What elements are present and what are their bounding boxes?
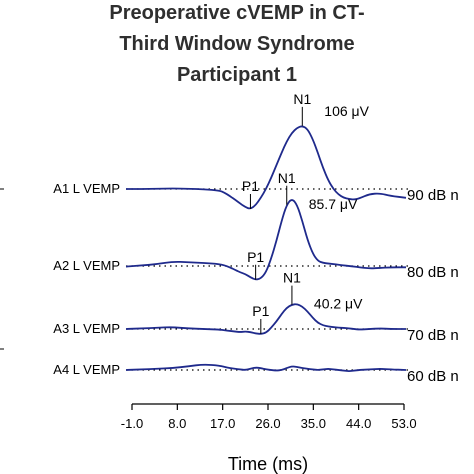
- trace-waveform: [125, 125, 407, 210]
- peak-label: N1: [278, 170, 296, 186]
- peak-label: P1: [247, 249, 264, 265]
- amplitude-label: 106 μV: [324, 103, 369, 119]
- peak-label: P1: [242, 178, 259, 194]
- level-label: 90 dB n: [407, 187, 459, 204]
- amplitude-label: 85.7 μV: [309, 196, 358, 212]
- amplitude-label: 40.2 μV: [314, 296, 363, 312]
- level-label: 80 dB n: [407, 264, 459, 281]
- trace-label: A2 L VEMP: [53, 258, 120, 273]
- chart-title-line-2: Third Window Syndrome: [119, 33, 355, 55]
- x-axis-title: Time (ms): [228, 454, 308, 474]
- x-tick-label: 26.0: [255, 416, 280, 431]
- level-label: 60 dB n: [407, 368, 459, 385]
- trace-label: A3 L VEMP: [53, 321, 120, 336]
- peak-label: N1: [293, 91, 311, 107]
- trace-label: A1 L VEMP: [53, 181, 120, 196]
- level-label: 70 dB n: [407, 327, 459, 344]
- chart-title-line-1: Preoperative cVEMP in CT-: [109, 2, 365, 24]
- peak-label: N1: [283, 270, 301, 286]
- trace-waveform: [125, 363, 407, 372]
- trace-label: A4 L VEMP: [53, 362, 120, 377]
- x-tick-label: 35.0: [301, 416, 326, 431]
- chart-title-line-3: Participant 1: [176, 64, 298, 86]
- peak-label: P1: [252, 303, 269, 319]
- x-tick-label: -1.0: [121, 416, 143, 431]
- trace-waveform: [125, 303, 406, 335]
- x-tick-label: 8.0: [168, 416, 186, 431]
- x-tick-label: 44.0: [346, 416, 371, 431]
- x-tick-label: 53.0: [391, 416, 416, 431]
- x-tick-label: 17.0: [210, 416, 235, 431]
- trace-waveform: [125, 199, 406, 281]
